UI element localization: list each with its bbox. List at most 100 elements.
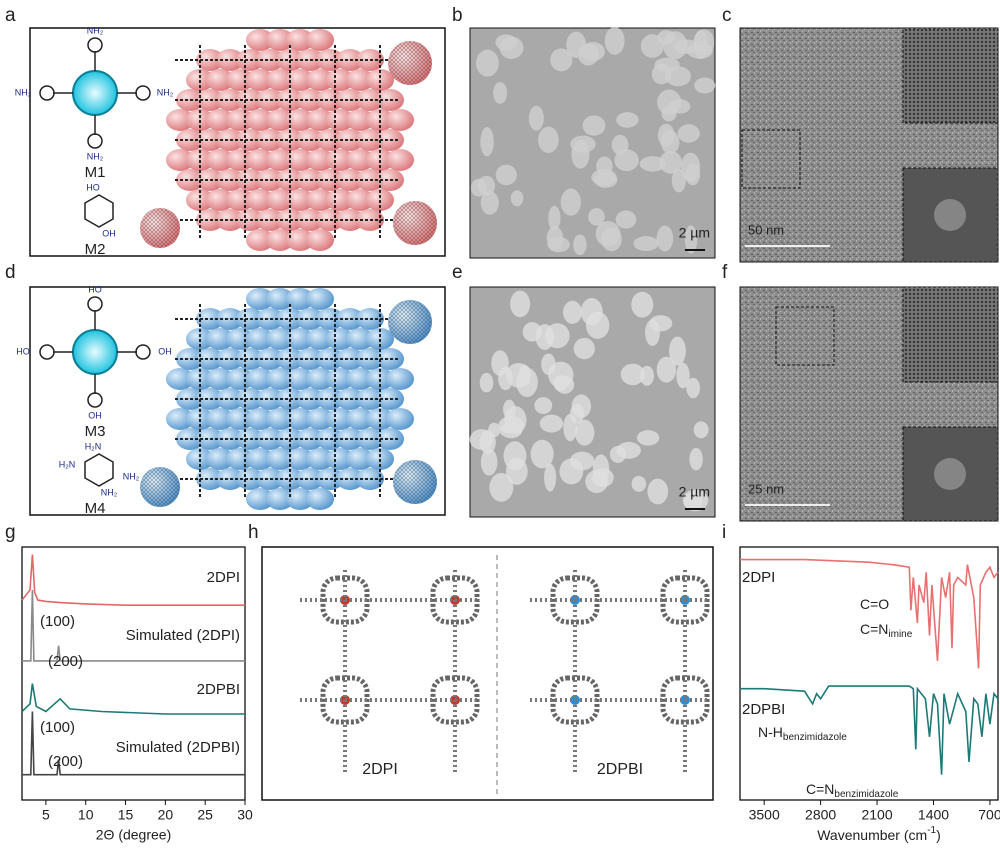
scale-label: 2 µm <box>679 225 710 241</box>
particle <box>326 408 354 430</box>
band-label: C=Nimine <box>860 621 913 640</box>
x-tick-label: 1400 <box>918 807 949 823</box>
spectrum-line <box>22 589 245 662</box>
molecule-name: M4 <box>85 500 106 517</box>
atom-label: HO <box>16 346 30 356</box>
porphyrin-core <box>72 329 118 375</box>
atom-label: NH₂ <box>15 87 32 97</box>
particle-blob <box>522 322 542 342</box>
particle-blob <box>656 356 677 383</box>
particle <box>286 288 314 310</box>
particle <box>346 368 374 390</box>
x-tick-label: 15 <box>118 807 134 823</box>
atom-label: OH <box>88 410 102 420</box>
particle <box>386 408 414 430</box>
particle-blob <box>656 225 674 252</box>
particle <box>206 448 234 470</box>
panel-letter: b <box>452 5 463 26</box>
particle-blob <box>498 366 513 391</box>
particle-blob <box>504 406 527 435</box>
small-particle-net <box>388 41 432 85</box>
particle <box>166 149 194 171</box>
particle <box>306 408 334 430</box>
molecule-name: M3 <box>85 423 106 440</box>
particle-blob <box>633 236 659 252</box>
band-label: C=O <box>860 596 889 612</box>
particle <box>286 149 314 171</box>
particle <box>306 149 334 171</box>
particle-blob <box>569 451 595 471</box>
particle-blob <box>631 291 654 318</box>
particle <box>226 189 254 211</box>
particle-blob <box>660 130 680 155</box>
atom-label: NH₂ <box>157 87 174 97</box>
particle <box>326 149 354 171</box>
particle <box>346 448 374 470</box>
scale-label: 25 nm <box>748 481 784 496</box>
particle-blob <box>694 77 716 94</box>
particle <box>246 189 274 211</box>
particle-blob <box>553 375 568 392</box>
particle <box>306 368 334 390</box>
inset-lattice <box>902 286 999 383</box>
x-tick-label: 10 <box>78 807 94 823</box>
particle-blob <box>689 447 703 471</box>
particle-blob <box>566 31 587 58</box>
particle-blob <box>639 156 666 172</box>
panel-letter: i <box>722 522 726 543</box>
particle <box>306 69 334 91</box>
scale-label: 2 µm <box>679 484 710 500</box>
particle-blob <box>614 149 639 172</box>
particle-blob <box>631 475 647 492</box>
structure-frame <box>261 546 714 801</box>
particle-blob <box>585 311 610 339</box>
particle <box>246 288 274 310</box>
particle <box>386 109 414 131</box>
particle <box>166 109 194 131</box>
particle-blob <box>581 42 605 62</box>
particle <box>266 408 294 430</box>
x-tick-label: 3500 <box>749 807 780 823</box>
molecule-name: M2 <box>85 241 106 258</box>
phenyl <box>135 344 151 360</box>
benzene <box>84 453 114 487</box>
particle <box>326 368 354 390</box>
x-tick-label: 30 <box>237 807 253 823</box>
particle-blob <box>676 362 690 389</box>
particle <box>266 448 294 470</box>
particle <box>286 328 314 350</box>
particle-blob <box>480 190 499 215</box>
particle <box>246 109 274 131</box>
particle <box>326 328 354 350</box>
band-label-sub: benzimidazole <box>783 732 847 743</box>
particle <box>306 488 334 510</box>
particle-blob <box>510 290 531 318</box>
atom-label: NH₂ <box>87 151 104 161</box>
particle-blob <box>528 105 544 131</box>
particle-blob <box>550 48 573 72</box>
x-tick-label: 2800 <box>805 807 836 823</box>
phenyl <box>39 85 55 101</box>
particle-blob <box>582 115 606 136</box>
spectrum-line <box>740 685 999 775</box>
x-tick-label: 2100 <box>861 807 892 823</box>
atom-label: HO <box>88 284 102 294</box>
particle <box>386 368 414 390</box>
plot-frame <box>21 546 246 801</box>
particle <box>226 328 254 350</box>
band-label: C=Nbenzimidazole <box>806 781 899 800</box>
band-label-sub: benzimidazole <box>834 789 898 800</box>
panel-letter: a <box>5 5 16 26</box>
particle <box>246 368 274 390</box>
spectrum-line <box>21 554 245 606</box>
particle-blob <box>548 205 561 231</box>
particle <box>246 29 274 51</box>
x-axis-label: Wavenumber (cm-1) <box>817 825 941 843</box>
panel-letter: e <box>452 262 463 283</box>
particle-blob <box>588 208 605 226</box>
series-label: 2DPBI <box>742 701 785 718</box>
x-label-sup: -1 <box>927 825 936 836</box>
panel-letter: d <box>5 262 16 283</box>
particle <box>286 368 314 390</box>
phenyl <box>39 344 55 360</box>
